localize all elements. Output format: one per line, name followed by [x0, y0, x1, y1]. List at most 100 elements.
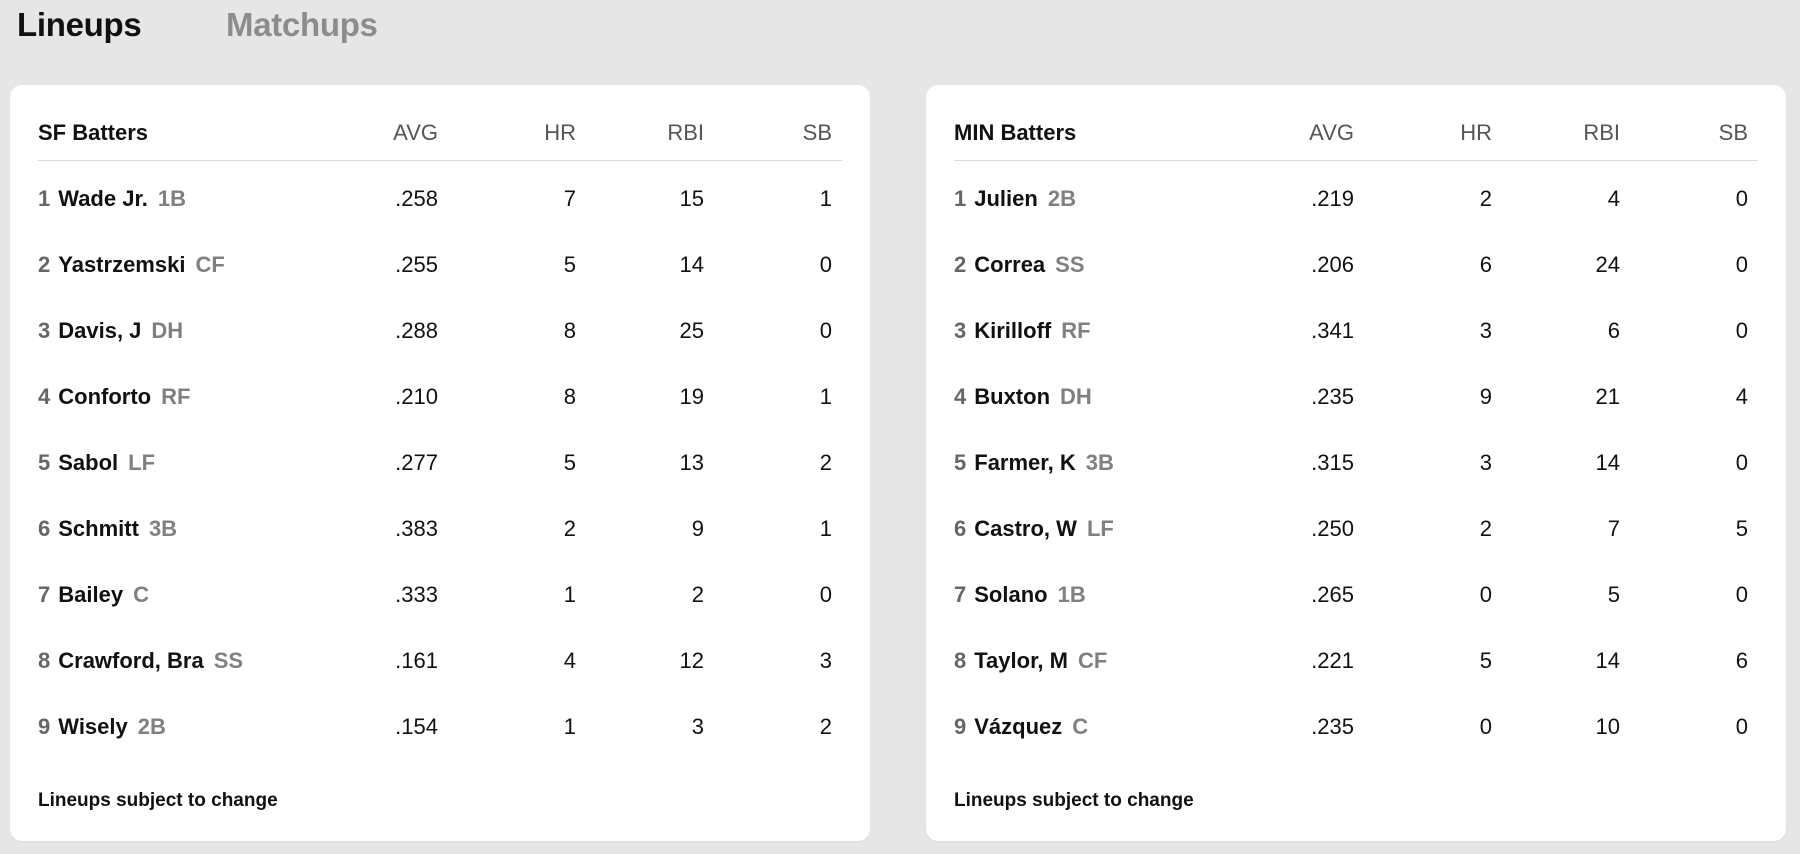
table-row[interactable]: 9 Wisely 2B .154 1 3 2: [38, 708, 842, 774]
player-name-link[interactable]: Castro, W: [974, 516, 1077, 541]
player-position: 3B: [1085, 450, 1114, 475]
batting-order: 8: [38, 648, 51, 673]
avg-value: .210: [395, 384, 438, 409]
tab-bar: Lineups Matchups: [0, 0, 1800, 60]
batting-order: 9: [38, 714, 51, 739]
column-header-sb: SB: [802, 120, 832, 145]
sb-value: 0: [819, 252, 832, 277]
column-header-avg: AVG: [393, 120, 438, 145]
sb-value: 0: [819, 318, 832, 343]
table-row[interactable]: 4 Buxton DH .235 9 21 4: [954, 378, 1758, 444]
avg-value: .221: [1311, 648, 1354, 673]
rbi-value: 3: [691, 714, 704, 739]
hr-value: 4: [563, 648, 576, 673]
tab-lineups[interactable]: Lineups: [17, 6, 142, 43]
player-name-link[interactable]: Vázquez: [974, 714, 1063, 739]
player-name-link[interactable]: Solano: [974, 582, 1048, 607]
player-cell: 6 Castro, W LF: [954, 516, 1114, 542]
player-cell: 4 Buxton DH: [954, 384, 1092, 410]
table-row[interactable]: 2 Correa SS .206 6 24 0: [954, 246, 1758, 312]
avg-value: .258: [395, 186, 438, 211]
table-row[interactable]: 9 Vázquez C .235 0 10 0: [954, 708, 1758, 774]
player-name-link[interactable]: Taylor, M: [974, 648, 1068, 673]
rbi-value: 5: [1607, 582, 1620, 607]
rbi-value: 12: [679, 648, 704, 673]
batting-order: 8: [954, 648, 967, 673]
player-position: RF: [1061, 318, 1091, 343]
table-row[interactable]: 3 Kirilloff RF .341 3 6 0: [954, 312, 1758, 378]
table-row[interactable]: 1 Julien 2B .219 2 4 0: [954, 180, 1758, 246]
avg-value: .250: [1311, 516, 1354, 541]
hr-value: 8: [563, 318, 576, 343]
column-header-sb: SB: [1718, 120, 1748, 145]
table-row[interactable]: 7 Bailey C .333 1 2 0: [38, 576, 842, 642]
table-header: MIN Batters AVG HR RBI SB: [954, 120, 1758, 161]
player-name-link[interactable]: Wisely: [58, 714, 128, 739]
player-name-link[interactable]: Yastrzemski: [58, 252, 186, 277]
sb-value: 1: [819, 384, 832, 409]
player-rows: 1 Wade Jr. 1B .258 7 15 1 2 Yastrzemski CF .255 5 14…: [38, 180, 842, 774]
rbi-value: 14: [1595, 648, 1620, 673]
table-row[interactable]: 5 Farmer, K 3B .315 3 14 0: [954, 444, 1758, 510]
avg-value: .333: [395, 582, 438, 607]
sf-lineup-panel: SF Batters AVG HR RBI SB 1 Wade Jr. 1B .258…: [10, 85, 870, 841]
player-name-link[interactable]: Bailey: [58, 582, 124, 607]
player-position: LF: [128, 450, 156, 475]
table-row[interactable]: 2 Yastrzemski CF .255 5 14 0: [38, 246, 842, 312]
sb-value: 0: [1735, 450, 1748, 475]
table-row[interactable]: 4 Conforto RF .210 8 19 1: [38, 378, 842, 444]
batting-order: 6: [38, 516, 51, 541]
table-row[interactable]: 5 Sabol LF .277 5 13 2: [38, 444, 842, 510]
table-row[interactable]: 3 Davis, J DH .288 8 25 0: [38, 312, 842, 378]
table-header: SF Batters AVG HR RBI SB: [38, 120, 842, 161]
table-row[interactable]: 6 Castro, W LF .250 2 7 5: [954, 510, 1758, 576]
player-cell: 1 Julien 2B: [954, 186, 1076, 212]
table-row[interactable]: 8 Crawford, Bra SS .161 4 12 3: [38, 642, 842, 708]
table-row[interactable]: 7 Solano 1B .265 0 5 0: [954, 576, 1758, 642]
batting-order: 3: [38, 318, 51, 343]
player-cell: 8 Taylor, M CF: [954, 648, 1107, 674]
player-rows: 1 Julien 2B .219 2 4 0 2 Correa SS .206 6 24 0 3 Kirill…: [954, 180, 1758, 774]
hr-value: 5: [563, 252, 576, 277]
column-header-avg: AVG: [1309, 120, 1354, 145]
sb-value: 6: [1735, 648, 1748, 673]
sb-value: 0: [1735, 582, 1748, 607]
player-name-link[interactable]: Davis, J: [58, 318, 142, 343]
avg-value: .383: [395, 516, 438, 541]
player-position: RF: [161, 384, 191, 409]
hr-value: 7: [563, 186, 576, 211]
player-name-link[interactable]: Buxton: [974, 384, 1051, 409]
player-name-link[interactable]: Correa: [974, 252, 1046, 277]
player-name-link[interactable]: Kirilloff: [974, 318, 1052, 343]
player-name-link[interactable]: Schmitt: [58, 516, 139, 541]
avg-value: .161: [395, 648, 438, 673]
avg-value: .255: [395, 252, 438, 277]
batting-order: 5: [38, 450, 51, 475]
table-row[interactable]: 1 Wade Jr. 1B .258 7 15 1: [38, 180, 842, 246]
player-position: 2B: [1047, 186, 1076, 211]
sb-value: 1: [819, 186, 832, 211]
lineup-disclaimer: Lineups subject to change: [954, 790, 1194, 811]
tab-matchups[interactable]: Matchups: [226, 6, 378, 43]
player-position: DH: [151, 318, 184, 343]
rbi-value: 25: [679, 318, 704, 343]
batting-order: 9: [954, 714, 967, 739]
sb-value: 2: [819, 714, 832, 739]
rbi-value: 2: [691, 582, 704, 607]
player-name-link[interactable]: Sabol: [58, 450, 119, 475]
table-row[interactable]: 8 Taylor, M CF .221 5 14 6: [954, 642, 1758, 708]
hr-value: 1: [563, 582, 576, 607]
player-name-link[interactable]: Farmer, K: [974, 450, 1076, 475]
rbi-value: 7: [1607, 516, 1620, 541]
player-cell: 5 Sabol LF: [38, 450, 155, 476]
avg-value: .235: [1311, 384, 1354, 409]
table-row[interactable]: 6 Schmitt 3B .383 2 9 1: [38, 510, 842, 576]
rbi-value: 13: [679, 450, 704, 475]
player-name-link[interactable]: Crawford, Bra: [58, 648, 204, 673]
sb-value: 4: [1735, 384, 1748, 409]
avg-value: .341: [1311, 318, 1354, 343]
player-name-link[interactable]: Julien: [974, 186, 1038, 211]
player-name-link[interactable]: Wade Jr.: [58, 186, 148, 211]
player-name-link[interactable]: Conforto: [58, 384, 152, 409]
rbi-value: 14: [679, 252, 704, 277]
